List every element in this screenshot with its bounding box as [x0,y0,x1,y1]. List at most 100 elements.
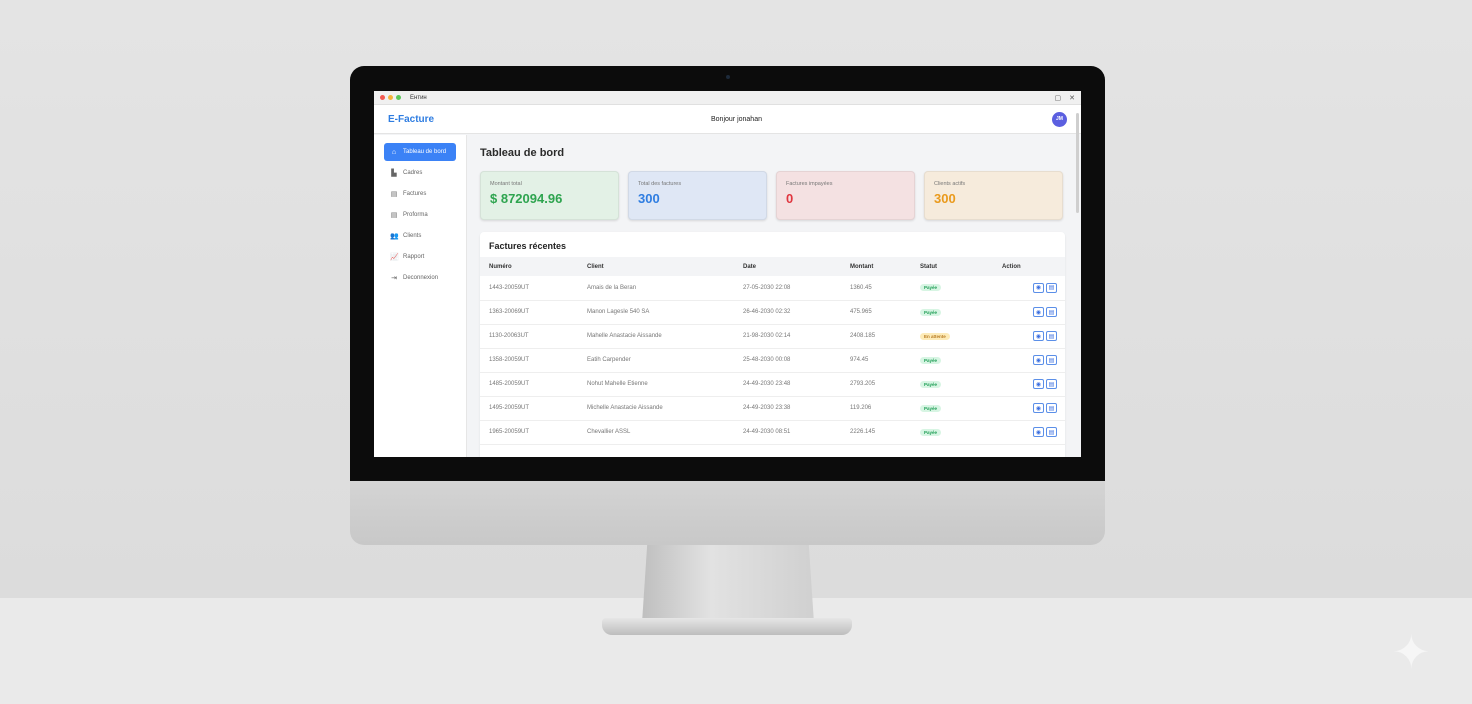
building-icon: ▙ [391,170,397,177]
download-button[interactable]: ▤ [1046,331,1057,341]
stat-label: Clients actifs [934,181,966,187]
download-button[interactable]: ▤ [1046,403,1057,413]
sidebar-item-4[interactable]: 👥 Clients [384,227,456,245]
view-button[interactable]: ◉ [1033,355,1044,365]
status-badge: Payée [920,308,942,316]
sidebar-item-label: Clients [403,233,422,239]
view-button[interactable]: ◉ [1033,307,1044,317]
invoice-number: 1443-20059UT [480,276,578,301]
invoice-amount: 119.206 [841,396,911,421]
stat-card: Clients actifs 300 [924,171,1063,220]
monitor-stand [642,545,814,623]
stat-value: 300 [638,191,660,206]
invoice-client: Michelle Anastacie Aissande [578,396,734,421]
column-header[interactable]: Statut [911,257,993,276]
brand-logo[interactable]: E-Facture [388,113,435,125]
table-row[interactable]: 1130-20063UT Mahelle Anastacie Aissande … [480,324,1065,349]
column-header[interactable]: Action [993,257,1065,276]
view-button[interactable]: ◉ [1033,427,1044,437]
sidebar-item-label: Factures [403,191,427,197]
document-icon: ▤ [390,191,398,198]
document-icon: ▤ [390,212,398,219]
eye-icon: ◉ [1035,405,1042,412]
sidebar-item-2[interactable]: ▤ Factures [384,185,456,203]
eye-icon: ◉ [1035,381,1042,388]
stat-label: Montant total [490,181,522,187]
sidebar: ⌂ Tableau de bord ▙ Cadres ▤ Factures ▤ Proform… [374,135,467,457]
minimize-dot[interactable] [388,95,393,100]
view-button[interactable]: ◉ [1033,379,1044,389]
sidebar-item-label: Tableau de bord [403,149,447,155]
invoice-client: Eatih Carpender [578,348,734,373]
recent-invoices-panel: Factures récentes Numéro Client Date Montan… [480,232,1065,457]
view-button[interactable]: ◉ [1033,331,1044,341]
app-header: E-Facture Bonjour jonahan JM [374,105,1081,134]
stat-card: Montant total $ 872094.96 [480,171,619,220]
document-icon: ▤ [1048,309,1055,316]
chart-icon: 📈 [390,254,399,261]
window-title: Ентин [410,94,427,101]
column-header[interactable]: Client [578,257,734,276]
restore-icon[interactable]: ▢ [1054,94,1062,102]
scrollbar[interactable] [1076,113,1079,213]
invoice-number: 1495-20059UT [480,396,578,421]
table-row[interactable]: 1965-20059UT Chevallier ASSL 24-49-2030 … [480,420,1065,445]
close-dot[interactable] [380,95,385,100]
invoice-date: 24-49-2030 08:51 [734,420,841,445]
maximize-dot[interactable] [396,95,401,100]
view-button[interactable]: ◉ [1033,403,1044,413]
column-header[interactable]: Montant [841,257,911,276]
invoices-table: Numéro Client Date Montant Statut Action 1443… [480,257,1065,457]
panel-title: Factures récentes [489,241,567,251]
column-header[interactable]: Numéro [480,257,578,276]
download-button[interactable]: ▤ [1046,427,1057,437]
invoice-number: 1358-20059UT [480,348,578,373]
invoice-client: Mahelle Anastacie Aissande [578,324,734,349]
eye-icon: ◉ [1035,429,1042,436]
status-badge: Payée [920,428,942,436]
stat-card: Factures impayées 0 [776,171,915,220]
sidebar-item-1[interactable]: ▙ Cadres [384,164,456,182]
document-icon: ▤ [1048,405,1055,412]
download-button[interactable]: ▤ [1046,282,1057,293]
view-button[interactable]: ◉ [1033,282,1044,293]
download-button[interactable]: ▤ [1046,355,1057,365]
table-row[interactable]: 1443-20059UT Amais de la Beran 27-05-203… [480,276,1065,301]
status-badge: Payée [920,404,942,412]
invoice-amount: 2793.205 [841,372,911,397]
column-header[interactable]: Date [734,257,841,276]
stat-label: Total des factures [638,181,682,187]
download-button[interactable]: ▤ [1046,307,1057,317]
table-row[interactable]: 1363-20069UT Manon Lagesle 540 SA 26-46-… [480,300,1065,325]
invoice-amount: 974.45 [841,348,911,373]
table-row[interactable]: 1485-20059UT Nohut Mahelle Etienne 24-49… [480,372,1065,397]
table-row[interactable] [480,444,1065,457]
status-badge: Payée [920,284,942,292]
invoice-client: Nohut Mahelle Etienne [578,372,734,397]
invoice-date: 21-98-2030 02:14 [734,324,841,349]
invoice-date: 24-49-2030 23:48 [734,372,841,397]
table-row[interactable]: 1358-20059UT Eatih Carpender 25-48-2030 … [480,348,1065,373]
invoice-amount: 2408.185 [841,324,911,349]
sidebar-item-0[interactable]: ⌂ Tableau de bord [384,143,456,161]
sparkle-icon: ✦ [1392,626,1431,678]
close-icon[interactable]: ✕ [1069,94,1075,102]
sidebar-item-6[interactable]: ⇥ Deconnexion [384,269,456,287]
download-button[interactable]: ▤ [1046,379,1057,389]
sidebar-item-label: Proforma [403,212,428,218]
invoice-number: 1965-20059UT [480,420,578,445]
stat-value: 300 [934,191,956,206]
main-content: Tableau de bord Montant total $ 872094.96… [480,135,1065,457]
table-row[interactable]: 1495-20059UT Michelle Anastacie Aissande… [480,396,1065,421]
invoice-date: 27-05-2030 22:08 [734,276,841,301]
sidebar-item-5[interactable]: 📈 Rapport [384,248,456,266]
invoice-client: Chevallier ASSL [578,420,734,445]
sidebar-item-3[interactable]: ▤ Proforma [384,206,456,224]
eye-icon: ◉ [1035,285,1042,292]
invoice-client: Amais de la Beran [578,276,734,301]
sidebar-item-label: Rapport [403,254,425,260]
logout-icon: ⇥ [391,275,397,282]
eye-icon: ◉ [1035,333,1042,340]
invoice-amount: 2226.145 [841,420,911,445]
avatar[interactable]: JM [1052,111,1067,127]
